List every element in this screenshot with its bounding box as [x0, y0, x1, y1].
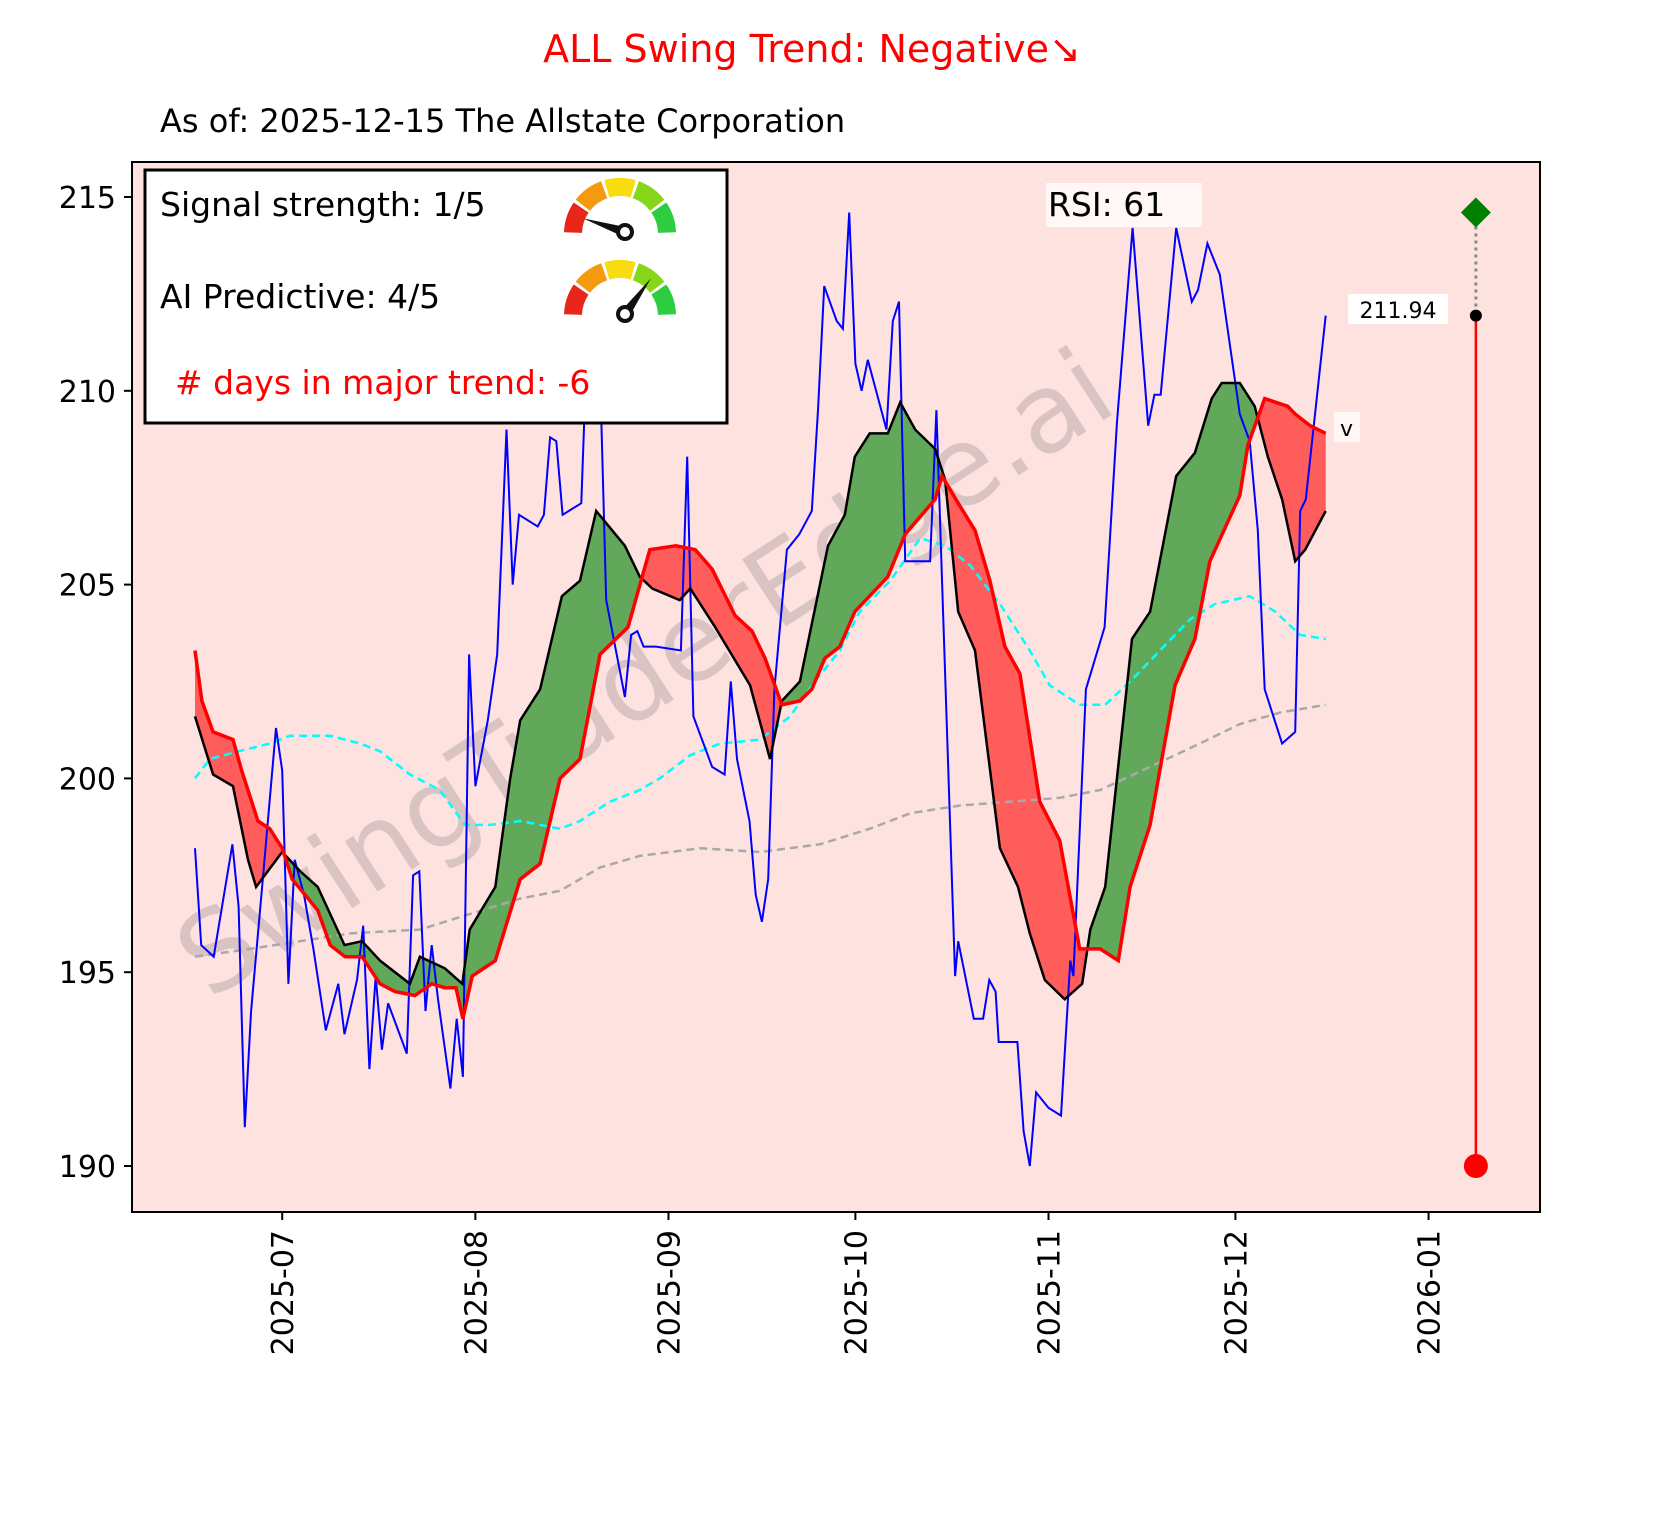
bearish-fill-region	[945, 482, 1088, 999]
rsi-label-bg	[1046, 183, 1202, 227]
rsi-label: RSI: 61	[1048, 185, 1165, 224]
x-tick-label: 2025-10	[839, 1230, 874, 1355]
x-tick-label: 2025-12	[1219, 1230, 1254, 1355]
y-tick-label: 195	[59, 956, 116, 991]
target-high-diamond-marker	[1460, 197, 1491, 228]
target-low-dot	[1463, 1154, 1488, 1178]
fast-ma-line	[193, 381, 1327, 1002]
gauge-segment	[575, 263, 608, 293]
gauge-segment	[604, 259, 636, 280]
long-ma-line	[194, 703, 1326, 958]
ai-predictive-label: AI Predictive: 4/5	[160, 277, 440, 316]
v-marker-label: v	[1340, 417, 1353, 442]
chart-subtitle: As of: 2025-12-15 The Allstate Corporati…	[160, 102, 845, 140]
signal-strength-label: Signal strength: 1/5	[160, 185, 486, 224]
x-tick-label: 2025-11	[1033, 1230, 1068, 1355]
legend-box: Signal strength: 1/5 AI Predictive: 4/5 …	[143, 168, 729, 425]
last-price-label: 211.94	[1360, 299, 1437, 324]
x-tick-label: 2025-09	[652, 1230, 687, 1355]
projection-markers	[1460, 197, 1491, 1178]
series-lines	[193, 212, 1327, 1167]
gauge-segment	[651, 284, 676, 315]
y-tick-label: 190	[59, 1150, 116, 1185]
gauge-hub	[616, 223, 634, 241]
y-tick-label: 205	[59, 569, 116, 604]
gauge-segment	[632, 181, 665, 211]
days-in-trend-label: # days in major trend: -6	[175, 363, 590, 402]
last-price-label-bg	[1348, 294, 1448, 324]
gauge-segment	[604, 177, 636, 198]
y-tick-label: 200	[59, 762, 116, 797]
x-tick-label: 2025-07	[266, 1230, 301, 1355]
legend-frame	[143, 168, 729, 425]
bullish-fill-region	[1087, 383, 1259, 960]
gauge-hub	[616, 305, 634, 323]
gauge-segment	[632, 263, 665, 293]
bullish-fill-region	[782, 402, 946, 705]
v-marker-bg	[1334, 412, 1360, 442]
gauge-segment	[575, 181, 608, 211]
mid-ma-line	[194, 536, 1326, 831]
y-tick-label: 215	[59, 181, 116, 216]
y-tick-label: 210	[59, 375, 116, 410]
gauge-segment	[651, 202, 676, 233]
ai-predictive-gauge-icon	[564, 259, 676, 323]
axes: 190 195 200 205 210 215 2025-07 2025-08 2025-09 2…	[59, 181, 1448, 1355]
price-line	[194, 212, 1327, 1167]
x-tick-label: 2025-08	[459, 1230, 494, 1355]
slow-ma-line	[193, 396, 1327, 1020]
plot-frame	[131, 161, 1541, 1213]
gauge-segment	[564, 202, 589, 233]
gauge-needle	[583, 218, 627, 237]
signal-strength-gauge-icon	[564, 177, 676, 241]
last-price-dot	[1469, 309, 1482, 322]
x-tick-label: 2026-01	[1413, 1230, 1448, 1355]
chart-title: ALL Swing Trend: Negative↘	[543, 27, 1081, 71]
bearish-fill-region	[1258, 398, 1326, 561]
gauge-segment	[564, 284, 589, 315]
